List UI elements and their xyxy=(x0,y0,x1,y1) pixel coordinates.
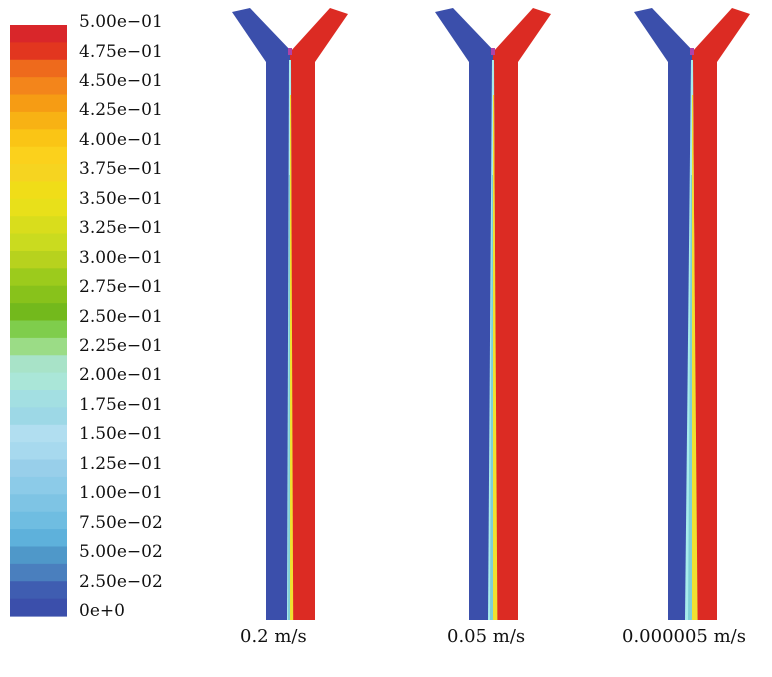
colorbar-tick-label: 1.00e−01 xyxy=(79,483,163,504)
right-inlet-arm xyxy=(290,8,348,62)
y-channel-0 xyxy=(232,8,348,620)
colorbar-band xyxy=(10,407,67,426)
caption-0.05: 0.05 m/s xyxy=(447,626,526,647)
left-inlet-arm xyxy=(634,8,694,62)
colorbar-band xyxy=(10,337,67,356)
interface-teal xyxy=(288,175,290,620)
left-inlet-arm xyxy=(232,8,292,62)
colorbar xyxy=(10,25,67,617)
colorbar-tick-label: 2.25e−01 xyxy=(79,335,163,356)
colorbar-band xyxy=(10,511,67,530)
colorbar-band xyxy=(10,563,67,582)
colorbar-band xyxy=(10,581,67,600)
colorbar-tick-label: 4.75e−01 xyxy=(79,41,163,62)
colorbar-tick-label: 7.50e−02 xyxy=(79,512,163,533)
caption-0.000005: 0.000005 m/s xyxy=(622,626,746,647)
colorbar-tick-label: 5.00e−02 xyxy=(79,542,163,563)
colorbar-band xyxy=(10,303,67,322)
colorbar-band xyxy=(10,129,67,148)
colorbar-tick-label: 1.25e−01 xyxy=(79,453,163,474)
colorbar-tick-label: 1.50e−01 xyxy=(79,424,163,445)
colorbar-band xyxy=(10,285,67,304)
colorbar-band xyxy=(10,459,67,478)
interface-yellow xyxy=(493,95,498,620)
colorbar-band xyxy=(10,146,67,165)
colorbar-tick-label: 4.50e−01 xyxy=(79,70,163,91)
colorbar-tick-label: 3.25e−01 xyxy=(79,218,163,239)
colorbar-band xyxy=(10,164,67,183)
colorbar-band xyxy=(10,355,67,374)
interface-yellow xyxy=(290,95,294,620)
colorbar-band xyxy=(10,390,67,409)
caption-0.2: 0.2 m/s xyxy=(240,626,307,647)
colorbar-band xyxy=(10,233,67,252)
colorbar-band xyxy=(10,424,67,443)
colorbar-band xyxy=(10,529,67,548)
colorbar-tick-label: 3.50e−01 xyxy=(79,188,163,209)
colorbar-band xyxy=(10,94,67,113)
colorbar-tick-label: 5.00e−01 xyxy=(79,12,163,32)
colorbar-band xyxy=(10,476,67,495)
right-inlet-arm xyxy=(692,8,750,62)
colorbar-band xyxy=(10,320,67,339)
y-channel-1 xyxy=(435,8,551,620)
colorbar-band xyxy=(10,598,67,617)
colorbar-band xyxy=(10,42,67,61)
colorbar-tick-label: 2.50e−02 xyxy=(79,571,163,592)
colorbar-tick-label: 0e+0 xyxy=(79,601,125,621)
left-stream xyxy=(266,55,290,620)
colorbar-band xyxy=(10,494,67,513)
colorbar-band xyxy=(10,77,67,96)
colorbar-tick-label: 4.00e−01 xyxy=(79,129,163,150)
colorbar-band xyxy=(10,216,67,235)
right-stream xyxy=(493,55,518,620)
colorbar-tick-label: 2.50e−01 xyxy=(79,306,163,327)
y-channel-2 xyxy=(634,8,750,620)
colorbar-band xyxy=(10,546,67,565)
right-inlet-arm xyxy=(493,8,551,62)
colorbar-band xyxy=(10,181,67,200)
colorbar-tick-label: 4.25e−01 xyxy=(79,100,163,121)
colorbar-band xyxy=(10,198,67,217)
left-inlet-arm xyxy=(435,8,495,62)
interface-yellow xyxy=(692,95,698,620)
colorbar-band xyxy=(10,250,67,269)
colorbar-band xyxy=(10,59,67,78)
colorbar-tick-label: 2.75e−01 xyxy=(79,277,163,298)
right-stream xyxy=(290,55,315,620)
interface-teal xyxy=(490,175,493,620)
colorbar-tick-label: 3.75e−01 xyxy=(79,159,163,180)
colorbar-band xyxy=(10,268,67,287)
colorbar-band xyxy=(10,111,67,130)
colorbar-tick-label: 2.00e−01 xyxy=(79,365,163,386)
colorbar-tick-label: 3.00e−01 xyxy=(79,247,163,268)
interface-teal xyxy=(688,175,692,620)
colorbar-band xyxy=(10,25,67,43)
colorbar-band xyxy=(10,442,67,461)
colorbar-band xyxy=(10,372,67,391)
colorbar-tick-label: 1.75e−01 xyxy=(79,394,163,415)
